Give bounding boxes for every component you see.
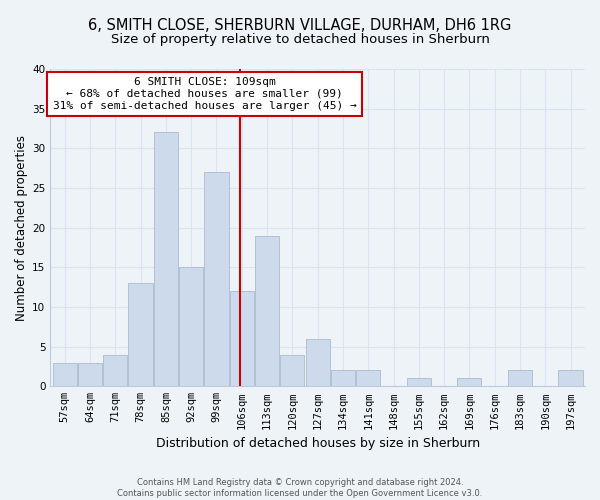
Bar xyxy=(154,132,178,386)
Bar xyxy=(280,354,304,386)
Bar xyxy=(230,291,254,386)
Bar xyxy=(508,370,532,386)
Text: 6 SMITH CLOSE: 109sqm
← 68% of detached houses are smaller (99)
31% of semi-deta: 6 SMITH CLOSE: 109sqm ← 68% of detached … xyxy=(53,78,356,110)
Bar xyxy=(205,172,229,386)
Bar xyxy=(53,362,77,386)
Text: Size of property relative to detached houses in Sherburn: Size of property relative to detached ho… xyxy=(110,32,490,46)
Text: 6, SMITH CLOSE, SHERBURN VILLAGE, DURHAM, DH6 1RG: 6, SMITH CLOSE, SHERBURN VILLAGE, DURHAM… xyxy=(88,18,512,32)
Bar xyxy=(255,236,279,386)
X-axis label: Distribution of detached houses by size in Sherburn: Distribution of detached houses by size … xyxy=(155,437,480,450)
Text: Contains HM Land Registry data © Crown copyright and database right 2024.
Contai: Contains HM Land Registry data © Crown c… xyxy=(118,478,482,498)
Bar xyxy=(78,362,102,386)
Bar xyxy=(356,370,380,386)
Bar xyxy=(128,283,153,387)
Bar xyxy=(559,370,583,386)
Bar xyxy=(457,378,481,386)
Bar xyxy=(331,370,355,386)
Bar xyxy=(179,268,203,386)
Bar xyxy=(407,378,431,386)
Y-axis label: Number of detached properties: Number of detached properties xyxy=(15,134,28,320)
Bar xyxy=(103,354,127,386)
Bar xyxy=(305,338,330,386)
